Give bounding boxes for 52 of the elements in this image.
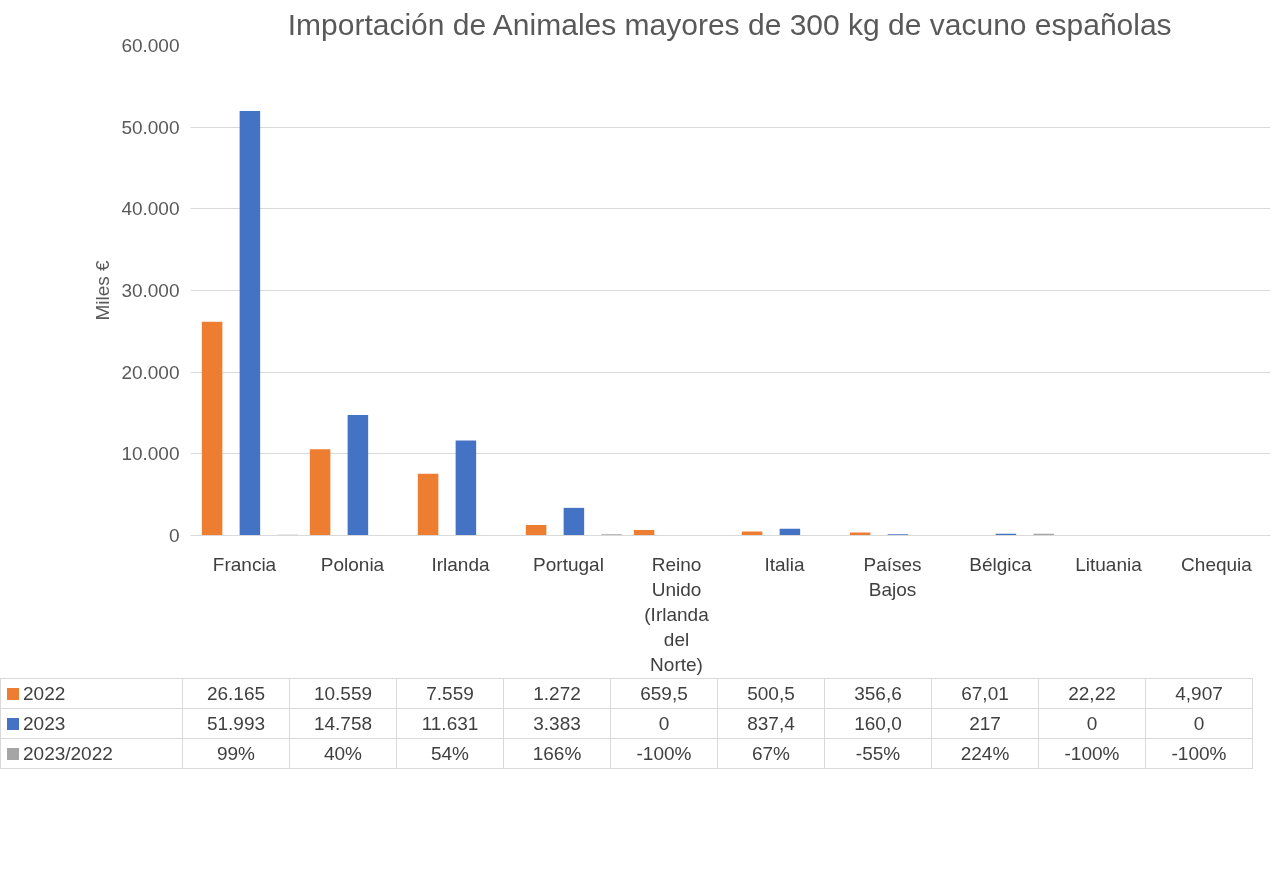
data-label: 659,5 xyxy=(610,678,718,709)
data-label: 224% xyxy=(931,738,1039,769)
text: -55% xyxy=(855,743,901,765)
data-label: 40% xyxy=(289,738,397,769)
y-tick-label: 30.000 xyxy=(121,280,180,301)
chart-title: Importación de Animales mayores de 300 kg de vacuno españolas xyxy=(287,7,1172,41)
data-label: 356,6 xyxy=(824,678,932,709)
data-label: 0 xyxy=(1145,708,1253,739)
data-label: 160,0 xyxy=(824,708,932,739)
x-tick-label: Irlanda xyxy=(431,553,490,575)
data-label: 4,907 xyxy=(1145,678,1253,709)
data-label: 3.383 xyxy=(503,708,611,739)
data-label: 14.758 xyxy=(289,708,397,739)
data-label: 166% xyxy=(503,738,611,769)
legend-label: 2022 xyxy=(0,678,183,709)
y-tick-label: 0 xyxy=(168,525,180,546)
x-tick-label: Bélgica xyxy=(969,553,1033,575)
data-label: 0 xyxy=(610,708,718,739)
text: -100% xyxy=(636,743,692,765)
data-label: 0 xyxy=(1038,708,1146,739)
data-label: 67% xyxy=(717,738,825,769)
data-label: 22,22 xyxy=(1038,678,1146,709)
text: -100% xyxy=(1171,743,1227,765)
y-tick-label: 50.000 xyxy=(121,116,180,138)
y-tick-label: 10.000 xyxy=(121,443,180,465)
text: -100% xyxy=(1064,743,1120,765)
data-label: 67,01 xyxy=(931,678,1039,709)
x-tick-label: Francia xyxy=(212,553,277,575)
data-label: 10.559 xyxy=(289,678,397,709)
data-label: 26.165 xyxy=(182,678,290,709)
legend-label: 2023 xyxy=(0,708,183,739)
data-label: 7.559 xyxy=(396,678,504,709)
data-label: 837,4 xyxy=(717,708,825,739)
data-label: 11.631 xyxy=(396,708,504,739)
data-label: 500,5 xyxy=(717,678,825,709)
y-axis-title: Miles € xyxy=(92,259,114,321)
x-tick-label: Chequia xyxy=(1181,553,1253,575)
x-tick-label: Polonia xyxy=(320,553,385,575)
data-label: 217 xyxy=(931,708,1039,739)
data-label: 54% xyxy=(396,738,504,769)
legend-label: 2023/2022 xyxy=(0,738,183,769)
x-tick-label: Lituania xyxy=(1075,553,1143,575)
y-tick-label: 60.000 xyxy=(121,35,180,56)
x-tick-label: Países Bajos xyxy=(863,553,922,600)
data-label: 51.993 xyxy=(182,708,290,739)
x-tick-label: Portugal xyxy=(533,553,604,575)
y-tick-label: 20.000 xyxy=(121,361,180,383)
data-label: 99% xyxy=(182,738,290,769)
x-tick-label: Reino Unido (Irlanda del Norte) xyxy=(644,553,710,676)
x-tick-label: Italia xyxy=(764,553,805,575)
data-label: 1.272 xyxy=(503,678,611,709)
y-tick-label: 40.000 xyxy=(121,198,180,220)
